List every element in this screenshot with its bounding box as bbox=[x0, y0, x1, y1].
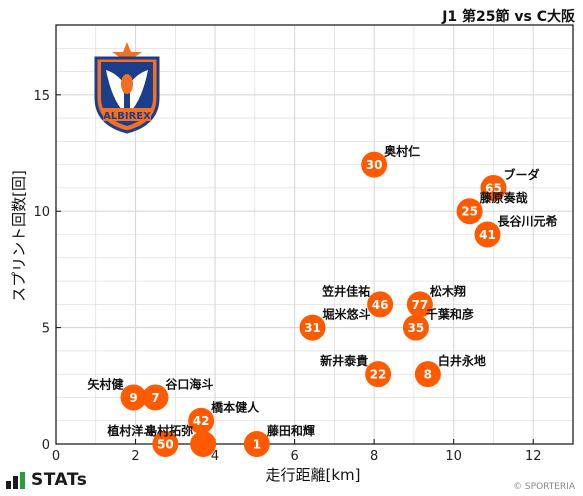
player-number-label: 77 bbox=[412, 298, 429, 312]
player-point: 8 白井永地 bbox=[414, 353, 486, 388]
player-marker bbox=[152, 431, 179, 457]
x-tick-label: 8 bbox=[370, 449, 378, 464]
player-number-label: 9 bbox=[129, 391, 137, 405]
player-marker bbox=[480, 174, 507, 201]
player-name-label: 植村洋斗 bbox=[106, 423, 155, 438]
player-name-label: 矢村健 bbox=[88, 376, 125, 391]
plot-border bbox=[55, 24, 574, 445]
grid-lines bbox=[55, 24, 574, 445]
player-marker bbox=[474, 221, 501, 248]
player-marker bbox=[142, 384, 169, 411]
player-number-label: 8 bbox=[424, 368, 432, 382]
data-points: 30奥村仁65ブーダ25藤原奏哉41長谷川元希46笠井佳祐77松木翔31堀米悠斗… bbox=[88, 144, 558, 457]
player-name-label: 藤原奏哉 bbox=[479, 190, 528, 205]
match-title: J1 第25節 vs C大阪 bbox=[442, 9, 575, 25]
albirex-crest-icon: ALBIREX bbox=[94, 42, 160, 134]
x-tick-label: 6 bbox=[290, 449, 298, 464]
player-marker bbox=[299, 314, 326, 341]
x-tick-label: 4 bbox=[211, 449, 219, 464]
player-name-label: ブーダ bbox=[503, 167, 539, 182]
player-point: 7 谷口海斗 bbox=[142, 376, 213, 411]
player-name-label: 谷口海斗 bbox=[165, 376, 213, 391]
player-name-label: 千葉和彦 bbox=[426, 307, 474, 322]
player-marker bbox=[406, 291, 433, 318]
player-marker bbox=[243, 431, 270, 457]
y-tick-label: 5 bbox=[42, 322, 50, 337]
player-name-label: 奥村仁 bbox=[384, 144, 420, 159]
player-point: 9 矢村健 bbox=[88, 376, 147, 411]
x-tick-label: 0 bbox=[52, 449, 60, 464]
player-name-label: 白井永地 bbox=[438, 353, 486, 368]
player-number-label: 1 bbox=[253, 438, 261, 452]
player-name-label: 島村拓弥 bbox=[145, 423, 193, 438]
brand-name: STATs bbox=[31, 470, 88, 490]
player-name-label: 橋本健人 bbox=[211, 400, 260, 415]
x-tick-label: 10 bbox=[445, 449, 462, 464]
player-marker bbox=[190, 431, 217, 457]
player-number-label: 65 bbox=[485, 181, 502, 195]
player-name-label: 新井泰貴 bbox=[320, 353, 368, 368]
player-marker bbox=[120, 384, 147, 411]
y-tick-label: 0 bbox=[42, 438, 50, 453]
player-number-label: 46 bbox=[372, 298, 389, 312]
x-tick-label: 12 bbox=[525, 449, 542, 464]
player-name-label: 堀米悠斗 bbox=[323, 307, 371, 322]
player-name-label: 松木翔 bbox=[430, 283, 466, 298]
player-number-label: 25 bbox=[461, 205, 478, 219]
player-marker bbox=[361, 151, 388, 178]
player-number-label: 22 bbox=[370, 368, 387, 382]
y-tick-label: 10 bbox=[33, 205, 50, 220]
player-number-label: 31 bbox=[304, 321, 321, 335]
plot-frame bbox=[55, 24, 574, 445]
player-marker bbox=[456, 198, 483, 225]
player-marker bbox=[365, 361, 392, 388]
player-marker bbox=[402, 314, 429, 341]
player-number-label: 42 bbox=[193, 414, 210, 428]
player-marker bbox=[414, 361, 441, 388]
y-axis-title: スプリント回数[回] bbox=[10, 170, 28, 302]
y-tick-label: 15 bbox=[33, 89, 50, 104]
stats-brand: STATs bbox=[6, 470, 87, 490]
player-marker bbox=[367, 291, 394, 318]
svg-text:ALBIREX: ALBIREX bbox=[103, 111, 151, 122]
player-number-label: 50 bbox=[157, 438, 174, 452]
player-number-label: 7 bbox=[151, 391, 159, 405]
player-marker bbox=[188, 407, 215, 434]
player-number-label: 41 bbox=[479, 228, 496, 242]
player-name-label: 笠井佳祐 bbox=[321, 283, 370, 298]
player-number-label: 30 bbox=[366, 158, 383, 172]
player-name-label: 長谷川元希 bbox=[497, 214, 557, 229]
player-number-label: 35 bbox=[408, 321, 425, 335]
player-name-label: 藤田和輝 bbox=[266, 423, 315, 438]
player-point: 島村拓弥 bbox=[145, 423, 217, 457]
copyright-text: © SPORTERIA bbox=[513, 482, 575, 492]
stats-bars-icon bbox=[6, 471, 25, 489]
player-point: 1 藤田和輝 bbox=[243, 423, 315, 457]
x-axis-title: 走行距離[km] bbox=[265, 466, 360, 484]
x-tick-label: 2 bbox=[131, 449, 139, 464]
